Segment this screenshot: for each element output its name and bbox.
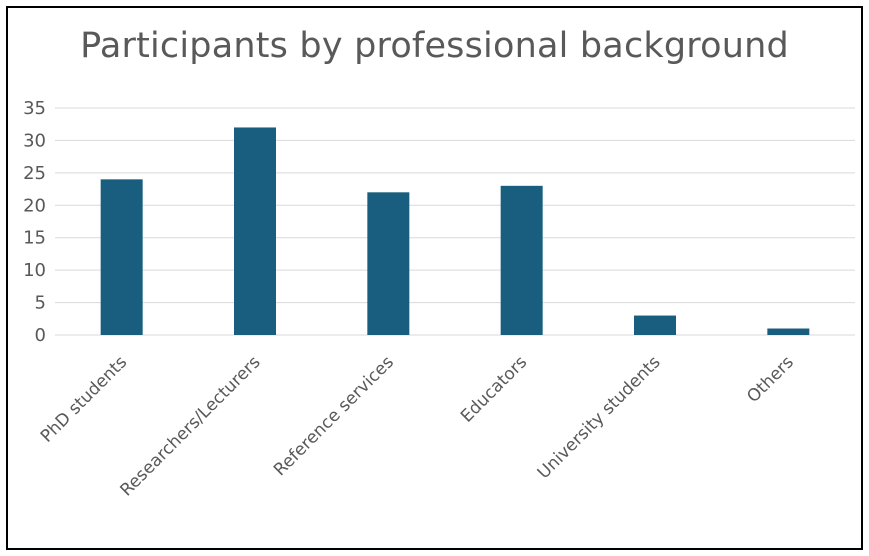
y-tick-label: 15 [23, 228, 46, 249]
chart-frame [6, 6, 863, 550]
bar [367, 192, 410, 335]
x-category-label: Others [743, 352, 798, 407]
bars [100, 127, 810, 335]
x-category-label: PhD students [37, 352, 131, 446]
bar [100, 179, 143, 335]
x-category-label: Educators [457, 352, 531, 426]
bar [500, 185, 543, 335]
bar [634, 315, 676, 335]
y-axis-ticks: 0 5 10 15 20 25 30 35 [23, 98, 46, 346]
y-tick-label: 5 [35, 293, 46, 314]
gridlines [55, 107, 855, 336]
y-tick-label: 35 [23, 98, 46, 119]
bar [767, 328, 810, 335]
bar [234, 127, 276, 335]
y-tick-label: 0 [35, 325, 46, 346]
y-tick-label: 30 [23, 130, 46, 151]
y-tick-label: 25 [23, 163, 46, 184]
y-tick-label: 20 [23, 195, 46, 216]
x-category-label: University students [534, 352, 665, 483]
x-category-label: Researchers/Lecturers [116, 352, 264, 500]
chart-title: Participants by professional background [80, 26, 789, 66]
y-tick-label: 10 [23, 260, 46, 281]
x-category-label: Reference services [270, 352, 398, 480]
